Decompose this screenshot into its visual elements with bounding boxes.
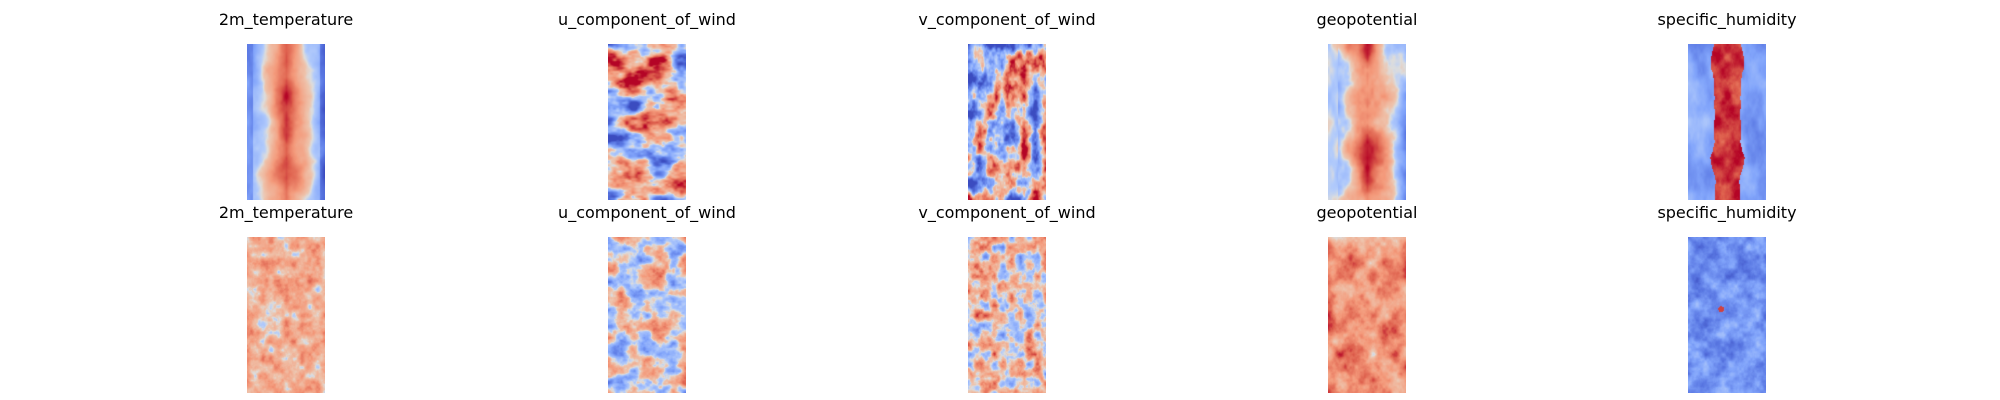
panel-title: geopotential: [1217, 8, 1517, 32]
heatmap-image: [1688, 237, 1766, 393]
heatmap-image: [608, 237, 686, 393]
panel-title: u_component_of_wind: [497, 201, 797, 225]
heatmap-image: [968, 237, 1046, 393]
panel-title: 2m_temperature: [136, 201, 436, 225]
panel-row1-2m-temperature: 2m_temperature: [136, 8, 436, 188]
panel-title: geopotential: [1217, 201, 1517, 225]
panel-row2-v-component-of-wind: v_component_of_wind: [857, 201, 1157, 381]
panel-title: 2m_temperature: [136, 8, 436, 32]
panel-title: specific_humidity: [1577, 8, 1877, 32]
heatmap-image: [1688, 44, 1766, 200]
panel-row2-geopotential: geopotential: [1217, 201, 1517, 381]
panel-row2-specific-humidity: specific_humidity: [1577, 201, 1877, 381]
panel-row2-u-component-of-wind: u_component_of_wind: [497, 201, 797, 381]
panel-title: v_component_of_wind: [857, 8, 1157, 32]
heatmap-image: [608, 44, 686, 200]
panel-row1-v-component-of-wind: v_component_of_wind: [857, 8, 1157, 188]
panel-title: u_component_of_wind: [497, 8, 797, 32]
heatmap-image: [247, 44, 325, 200]
heatmap-image: [968, 44, 1046, 200]
panel-row2-2m-temperature: 2m_temperature: [136, 201, 436, 381]
heatmap-image: [1328, 44, 1406, 200]
panel-title: specific_humidity: [1577, 201, 1877, 225]
panel-title: v_component_of_wind: [857, 201, 1157, 225]
panel-row1-specific-humidity: specific_humidity: [1577, 8, 1877, 188]
panel-row1-geopotential: geopotential: [1217, 8, 1517, 188]
heatmap-image: [1328, 237, 1406, 393]
panel-row1-u-component-of-wind: u_component_of_wind: [497, 8, 797, 188]
heatmap-image: [247, 237, 325, 393]
